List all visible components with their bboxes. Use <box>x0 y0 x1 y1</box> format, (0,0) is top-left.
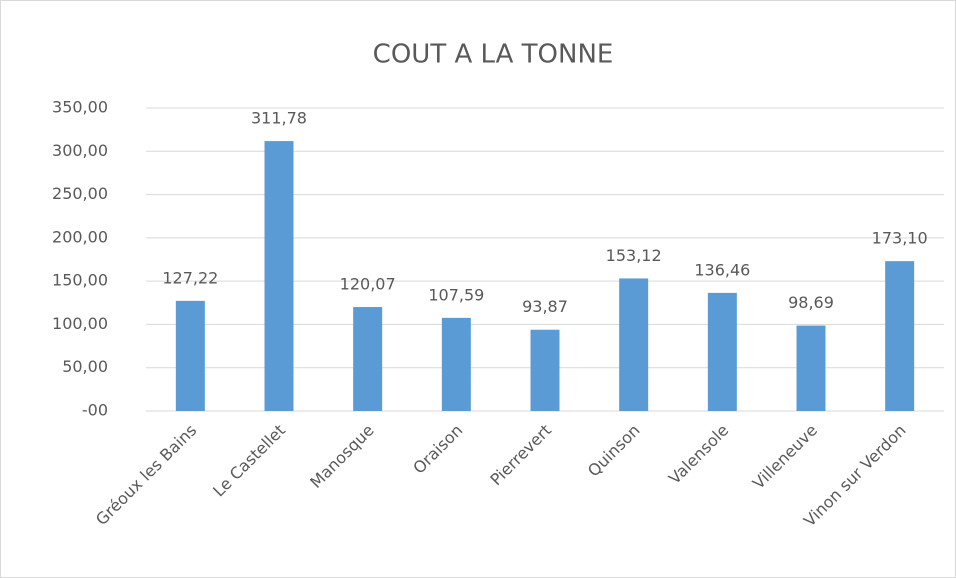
bar <box>264 141 294 412</box>
value-label: 98,69 <box>788 293 834 312</box>
y-tick-label: 300,00 <box>52 141 108 160</box>
y-tick-label: 50,00 <box>62 357 108 376</box>
bar <box>885 261 915 411</box>
bar <box>441 317 471 411</box>
bar <box>707 292 737 411</box>
value-label: 120,07 <box>340 275 396 294</box>
y-tick-label: 100,00 <box>52 314 108 333</box>
bar <box>796 325 826 411</box>
value-label: 107,59 <box>428 285 484 304</box>
bar <box>530 329 560 411</box>
bar <box>619 278 649 411</box>
value-label: 153,12 <box>606 246 662 265</box>
y-tick-label: 250,00 <box>52 184 108 203</box>
bar <box>175 300 205 411</box>
value-label: 136,46 <box>694 260 750 279</box>
value-label: 93,87 <box>522 297 568 316</box>
value-label: 173,10 <box>872 229 928 248</box>
chart-title: COUT A LA TONNE <box>373 40 614 70</box>
y-tick-label: -00 <box>82 401 108 420</box>
y-tick-label: 150,00 <box>52 271 108 290</box>
y-tick-label: 350,00 <box>52 98 108 117</box>
bar <box>353 307 383 411</box>
value-label: 127,22 <box>162 268 218 287</box>
value-label: 311,78 <box>251 109 307 128</box>
y-tick-label: 200,00 <box>52 227 108 246</box>
